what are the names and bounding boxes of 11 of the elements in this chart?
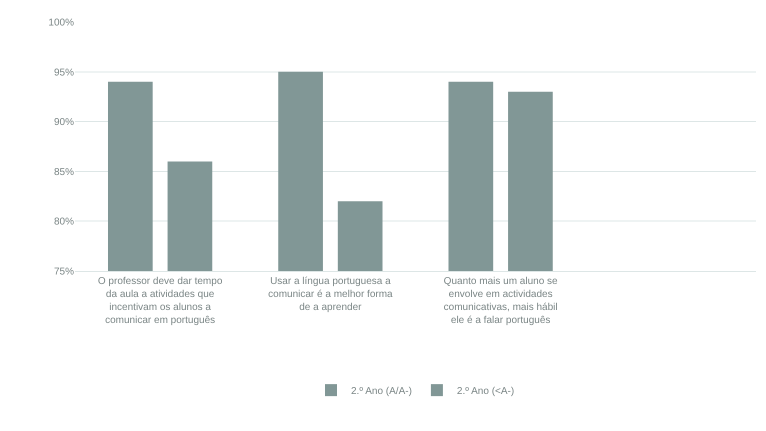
legend-label: 2.º Ano (<A-) [456, 386, 514, 397]
x-tick-label: O professor deve dar tempo da aula a atividades que incentivam os alunos a comunicar em português [98, 276, 223, 326]
y-tick-label: 100% [48, 18, 74, 28]
x-tick-label: Usar a língua portuguesa a comunicar é a melhor forma de a aprender [268, 276, 394, 313]
y-tick-label: 95% [54, 67, 74, 78]
y-tick-label: 85% [54, 166, 74, 178]
y-tick-label: 80% [54, 216, 74, 228]
legend-label: 2.º Ano (A/A-) [351, 386, 412, 397]
y-tick-label: 75% [54, 266, 74, 278]
y-tick-label: 90% [54, 117, 74, 128]
x-tick-label: Quanto mais um aluno se envolve em actividades comunicativas, mais hábil ele é a falar português [444, 276, 558, 326]
